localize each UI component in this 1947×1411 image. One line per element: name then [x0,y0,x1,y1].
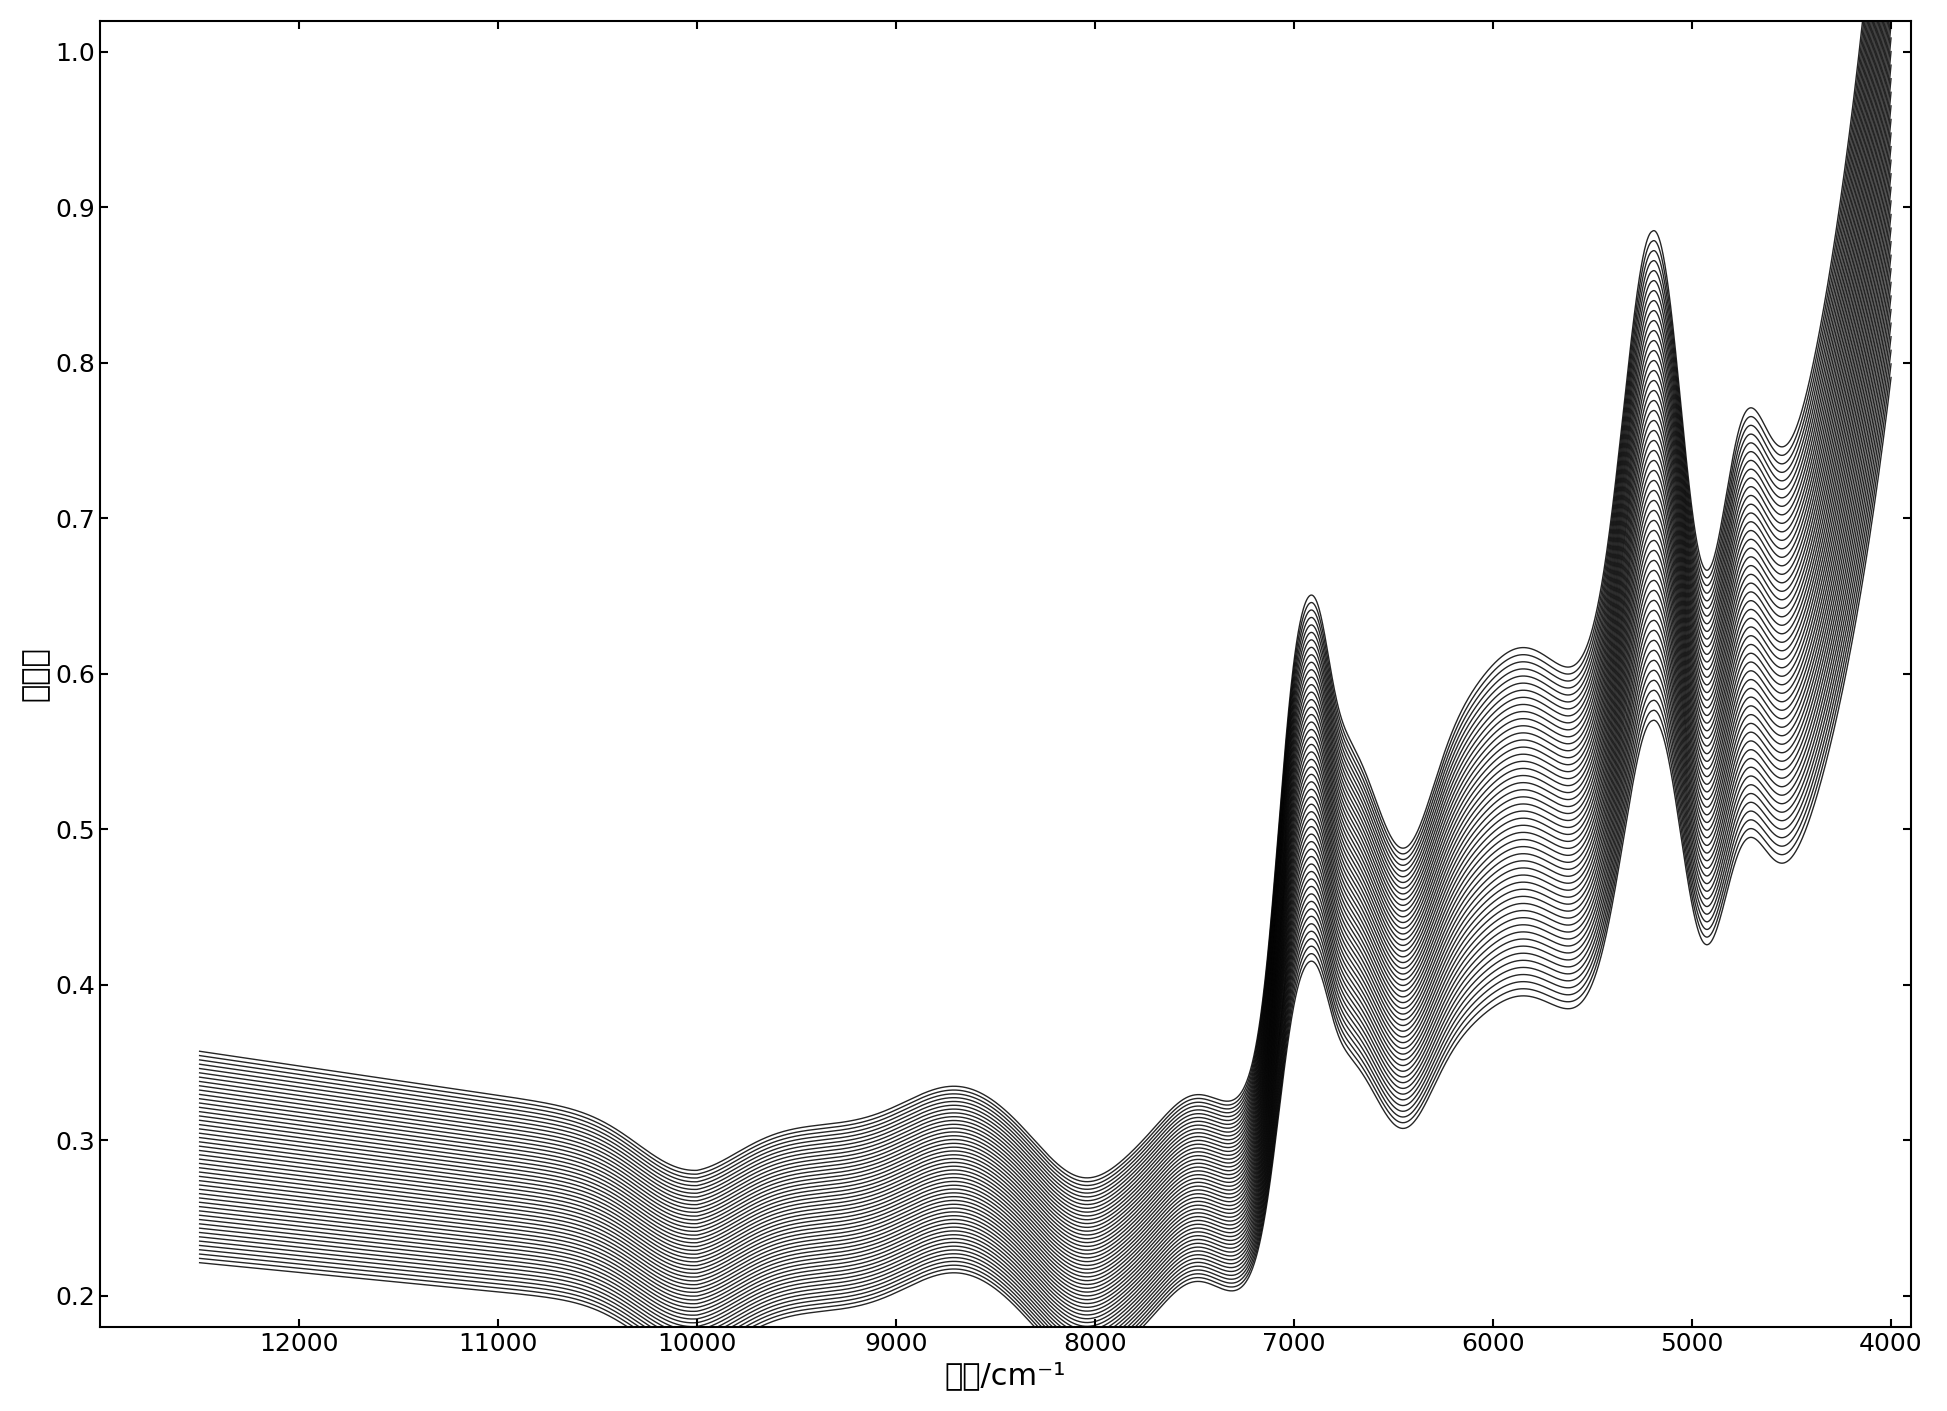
X-axis label: 波数/cm⁻¹: 波数/cm⁻¹ [944,1362,1067,1390]
Y-axis label: 吸光度: 吸光度 [21,646,51,701]
